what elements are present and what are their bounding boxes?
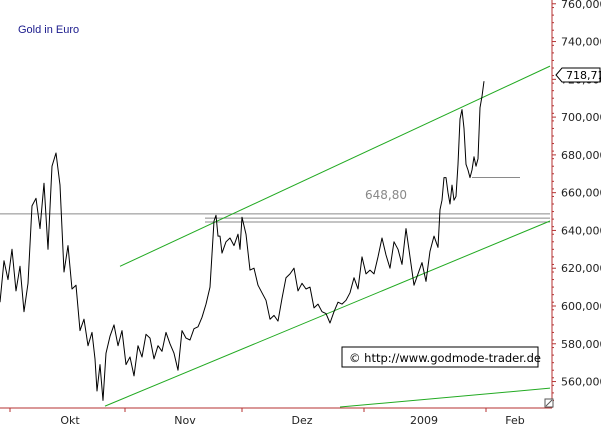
chart-title: Gold in Euro [18, 24, 79, 36]
y-tick-label: 580,000 [561, 338, 601, 351]
last-price-badge: 718,71 [555, 67, 601, 83]
resize-corner-icon[interactable] [544, 398, 554, 408]
trend-line-1 [104, 220, 551, 407]
x-tick-label: Nov [174, 414, 196, 427]
y-tick-label: 760,000 [561, 0, 601, 11]
y-tick-label: 600,000 [561, 300, 601, 313]
trend-line-0 [119, 65, 551, 267]
watermark-text: © http://www.godmode-trader.de [349, 351, 541, 365]
y-tick-label: 620,000 [561, 262, 601, 275]
x-tick-label: Dez [291, 414, 312, 427]
y-tick-label: 660,000 [561, 187, 601, 200]
last-price-label: 718,71 [566, 69, 601, 82]
x-tick-label: Okt [60, 414, 80, 427]
price-series-line-0 [0, 81, 485, 401]
y-tick-label: 560,000 [561, 376, 601, 389]
x-tick-label: Feb [505, 414, 524, 427]
y-tick-label: 700,000 [561, 111, 601, 124]
y-tick-label: 740,000 [561, 36, 601, 49]
x-tick-label: 2009 [410, 414, 438, 427]
watermark: © http://www.godmode-trader.de [341, 346, 541, 368]
y-tick-label: 680,000 [561, 149, 601, 162]
y-tick-label: 640,000 [561, 224, 601, 237]
level-label: 648,80 [365, 188, 407, 202]
trend-line-2 [339, 387, 551, 408]
